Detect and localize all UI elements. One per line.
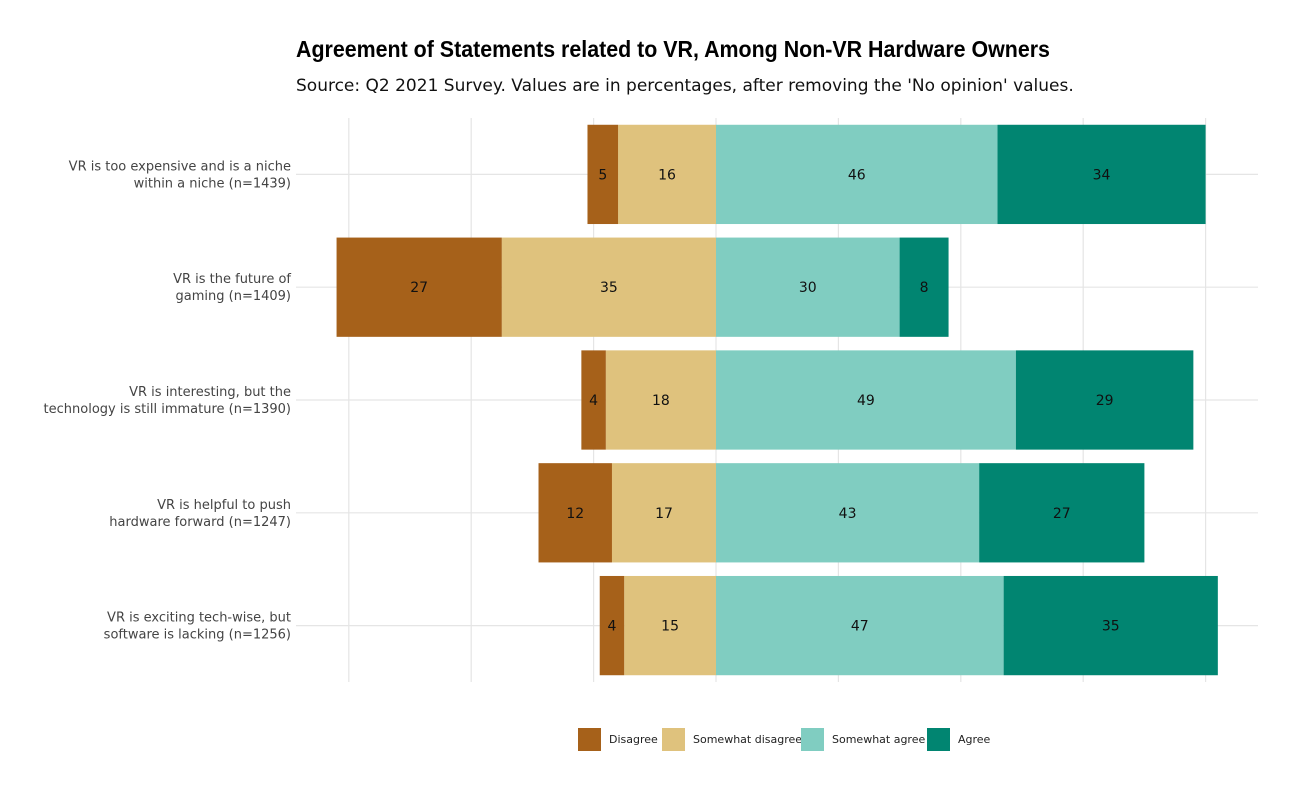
bar-value-label: 30 bbox=[799, 280, 817, 296]
bar-value-label: 8 bbox=[920, 280, 929, 296]
bar-value-label: 35 bbox=[1102, 619, 1120, 635]
bar-value-label: 29 bbox=[1096, 393, 1114, 409]
bar-segment bbox=[581, 350, 606, 450]
bar-segment bbox=[587, 124, 619, 225]
chart-title: Agreement of Statements related to VR, A… bbox=[296, 36, 1050, 62]
category-label: VR is interesting, but the technology is … bbox=[44, 385, 291, 417]
bar-value-label: 27 bbox=[410, 280, 428, 296]
bar-segment bbox=[716, 350, 1016, 450]
category-label: VR is helpful to push hardware forward (n… bbox=[109, 498, 291, 530]
bar-value-label: 4 bbox=[607, 619, 616, 635]
bar-value-label: 4 bbox=[589, 393, 598, 409]
bar-value-label: 49 bbox=[857, 393, 875, 409]
category-label-line: software is lacking (n=1256) bbox=[104, 628, 291, 643]
chart-subtitle: Source: Q2 2021 Survey. Values are in pe… bbox=[296, 76, 1074, 96]
legend-swatch bbox=[578, 728, 601, 751]
bar-segment bbox=[501, 237, 716, 337]
category-label: VR is exciting tech-wise, but software is… bbox=[104, 611, 291, 643]
bar-value-label: 46 bbox=[848, 167, 866, 183]
bar-value-label: 18 bbox=[652, 393, 670, 409]
bar-segment bbox=[716, 237, 900, 337]
bar-value-label: 27 bbox=[1053, 506, 1071, 522]
bar-segment bbox=[716, 463, 980, 563]
bar-value-label: 17 bbox=[655, 506, 673, 522]
category-label: VR is too expensive and is a niche within… bbox=[69, 159, 291, 191]
category-label-line: VR is helpful to push bbox=[157, 498, 291, 513]
category-label-line: technology is still immature (n=1390) bbox=[44, 402, 291, 417]
bar-value-label: 43 bbox=[839, 506, 857, 522]
bar-segment bbox=[336, 237, 502, 337]
category-label-line: VR is the future of bbox=[173, 272, 291, 287]
bar-value-label: 15 bbox=[661, 619, 679, 635]
bar-segment bbox=[618, 124, 716, 225]
bar-segment bbox=[605, 350, 716, 450]
category-label-line: within a niche (n=1439) bbox=[134, 176, 291, 191]
category-label-line: VR is interesting, but the bbox=[129, 385, 291, 400]
bar-segment bbox=[899, 237, 949, 337]
bar-segment bbox=[1015, 350, 1194, 450]
legend-label: Somewhat disagree bbox=[693, 733, 802, 746]
bar-value-label: 16 bbox=[658, 167, 676, 183]
bar-value-label: 5 bbox=[598, 167, 607, 183]
legend-label: Disagree bbox=[609, 733, 658, 746]
bar-segment bbox=[538, 463, 612, 563]
bar-value-label: 47 bbox=[851, 619, 869, 635]
bar-segment bbox=[716, 575, 1004, 676]
bar-segment bbox=[979, 463, 1145, 563]
bar-value-label: 35 bbox=[600, 280, 618, 296]
bar-segment bbox=[611, 463, 716, 563]
bar-segment bbox=[599, 575, 625, 676]
legend: Disagree Somewhat disagree Somewhat agree A… bbox=[578, 728, 991, 751]
bar-segment bbox=[716, 124, 998, 225]
category-label-line: VR is exciting tech-wise, but bbox=[107, 611, 291, 626]
bar-value-label: 34 bbox=[1093, 167, 1111, 183]
category-label-line: gaming (n=1409) bbox=[176, 289, 291, 304]
bar-segment bbox=[1003, 575, 1218, 676]
bar-segment bbox=[624, 575, 716, 676]
bar-segment bbox=[997, 124, 1206, 225]
legend-label: Somewhat agree bbox=[832, 733, 925, 746]
legend-swatch bbox=[927, 728, 950, 751]
legend-label: Agree bbox=[958, 733, 991, 746]
legend-swatch bbox=[662, 728, 685, 751]
category-label-line: VR is too expensive and is a niche bbox=[69, 159, 291, 174]
category-label-line: hardware forward (n=1247) bbox=[109, 515, 291, 530]
category-label: VR is the future of gaming (n=1409) bbox=[173, 272, 291, 304]
bar-value-label: 12 bbox=[566, 506, 584, 522]
legend-swatch bbox=[801, 728, 824, 751]
